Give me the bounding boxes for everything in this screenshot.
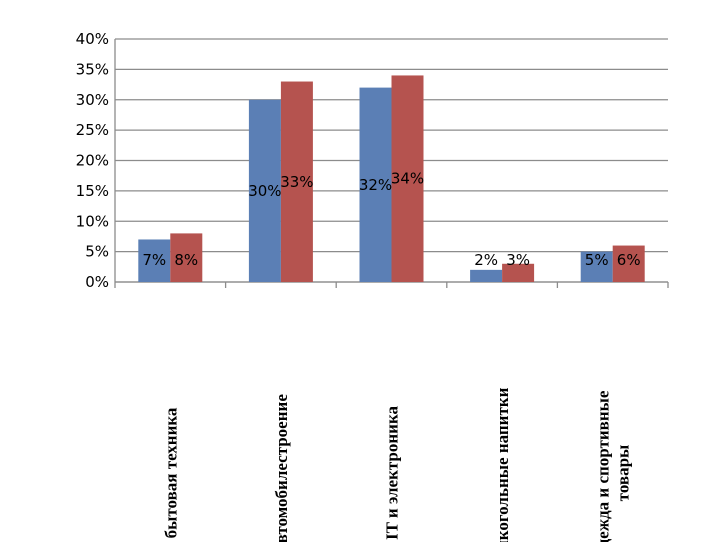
bar: [502, 263, 535, 282]
bar: [248, 99, 281, 282]
y-tick-label: 40%: [76, 30, 109, 48]
category-label: IT и электроника: [383, 406, 402, 540]
category-label-line: IT и электроника: [383, 406, 402, 540]
data-label: 5%: [585, 251, 609, 269]
y-tick-label: 20%: [76, 152, 109, 170]
bar: [138, 239, 171, 282]
y-tick-label: 15%: [76, 182, 109, 200]
y-tick-label: 5%: [85, 243, 109, 261]
data-label: 33%: [280, 173, 313, 191]
category-label: одежда и спортивные товары: [594, 390, 633, 547]
category-label: бытовая техника: [161, 407, 180, 538]
data-label: 34%: [391, 170, 424, 188]
category-label-line: товары: [614, 445, 633, 502]
y-tick-label: 25%: [76, 121, 109, 139]
y-tick-label: 30%: [76, 91, 109, 109]
category-label: автомобилестроение: [272, 394, 291, 547]
y-tick-label: 10%: [76, 212, 109, 230]
data-label: 7%: [142, 251, 166, 269]
data-label: 30%: [248, 182, 281, 200]
category-label-line: бытовая техника: [161, 407, 180, 538]
bar: [391, 75, 424, 282]
category-label: алкогольные напитки: [493, 387, 512, 547]
category-label-line: одежда и спортивные: [594, 390, 613, 542]
data-label: 6%: [617, 251, 641, 269]
y-tick-label: 0%: [85, 273, 109, 291]
bar: [170, 233, 203, 282]
category-label-line: алкогольные напитки: [493, 387, 512, 542]
data-label: 2%: [474, 251, 498, 269]
bar: [612, 245, 645, 282]
bar: [359, 87, 392, 282]
category-label-line: автомобилестроение: [272, 394, 291, 542]
data-label: 32%: [359, 176, 392, 194]
bar: [580, 251, 613, 282]
data-label: 8%: [174, 251, 198, 269]
bar: [470, 269, 503, 282]
y-tick-label: 35%: [76, 60, 109, 78]
bar: [280, 81, 313, 283]
data-label: 3%: [506, 251, 530, 269]
